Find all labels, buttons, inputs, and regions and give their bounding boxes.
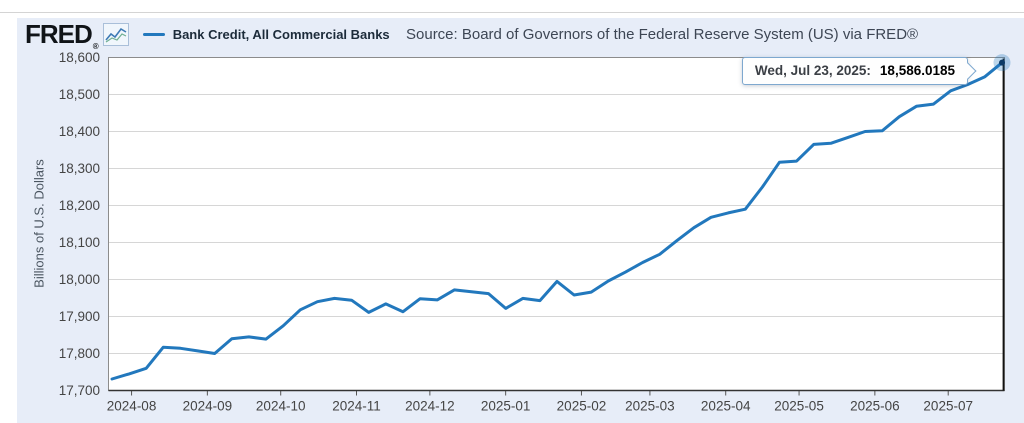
y-axis-title: Billions of U.S. Dollars xyxy=(31,159,47,288)
x-tick-label: 2024-09 xyxy=(183,399,233,414)
x-tick-label: 2025-05 xyxy=(774,399,824,414)
x-tick-label: 2025-01 xyxy=(481,399,531,414)
legend-label[interactable]: Bank Credit, All Commercial Banks xyxy=(172,26,390,42)
fred-logo[interactable]: FRED® xyxy=(25,19,99,51)
x-tick-label: 2024-08 xyxy=(107,399,157,414)
data-line xyxy=(110,61,1004,381)
y-tick-label: 18,100 xyxy=(59,235,100,250)
data-point-marker xyxy=(999,59,1005,66)
x-tick-label: 2025-04 xyxy=(701,399,751,414)
source-text: Source: Board of Governors of the Federa… xyxy=(406,26,919,43)
header-row: FRED® Bank Credit, All Commercial Banks xyxy=(25,19,390,51)
y-tick-label: 18,200 xyxy=(59,198,100,213)
registered-mark: ® xyxy=(92,42,99,51)
y-tick-label: 18,000 xyxy=(59,272,100,287)
plot-background xyxy=(108,57,1005,391)
x-tick-label: 2025-07 xyxy=(923,399,973,414)
top-divider xyxy=(0,12,1024,13)
y-tick-label: 17,700 xyxy=(59,383,100,398)
y-tick-label: 18,500 xyxy=(59,87,100,102)
fred-logo-text: FRED xyxy=(25,19,93,49)
tooltip-date: Wed, Jul 23, 2025: xyxy=(754,63,871,78)
fred-graph-icon xyxy=(102,22,129,46)
y-tick-label: 17,900 xyxy=(59,309,100,324)
y-tick-label: 17,800 xyxy=(59,346,100,361)
y-tick-label: 18,400 xyxy=(59,124,100,139)
x-tick-label: 2025-02 xyxy=(557,399,607,414)
x-tick-label: 2025-06 xyxy=(850,399,900,414)
tooltip: Wed, Jul 23, 2025: 18,586.0185 xyxy=(741,57,968,85)
tooltip-value: 18,586.0185 xyxy=(879,63,955,78)
x-tick-label: 2025-03 xyxy=(625,399,675,414)
x-tick-label: 2024-10 xyxy=(256,399,306,414)
y-tick-label: 18,300 xyxy=(59,161,100,176)
y-tick-label: 18,600 xyxy=(59,50,100,65)
legend-line-swatch xyxy=(142,32,165,36)
legend: Bank Credit, All Commercial Banks xyxy=(142,26,390,42)
x-tick-label: 2024-12 xyxy=(405,399,455,414)
x-tick-label: 2024-11 xyxy=(332,399,381,414)
